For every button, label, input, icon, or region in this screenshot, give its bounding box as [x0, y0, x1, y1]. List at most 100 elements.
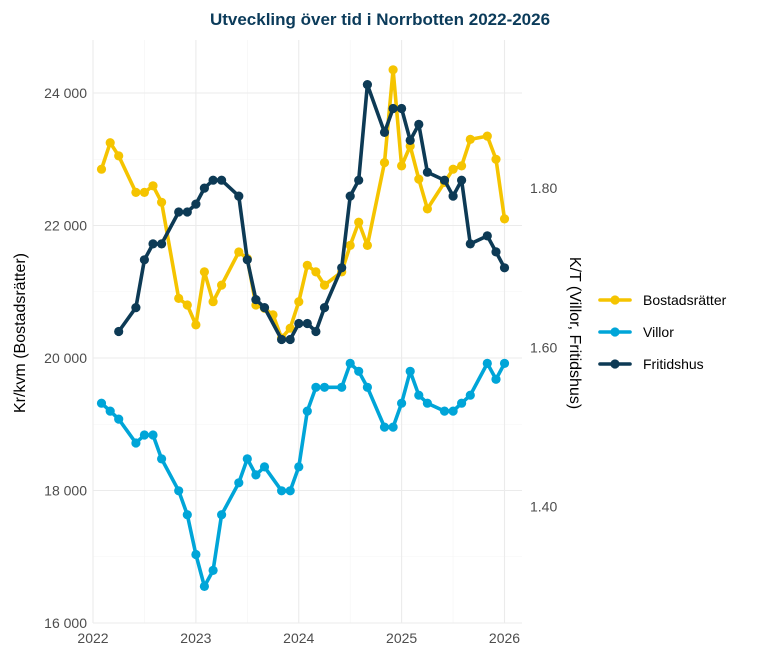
data-point-fritidshus [277, 334, 287, 345]
data-point-bostadsr-tter [354, 217, 364, 227]
x-tick-label: 2024 [283, 630, 314, 646]
data-point-bostadsr-tter [182, 300, 192, 310]
data-point-fritidshus [354, 175, 364, 185]
data-point-fritidshus [259, 303, 270, 313]
data-point-villor [242, 454, 252, 464]
data-point-villor [96, 398, 107, 408]
y-axis-left-title: Kr/kvm (Bostadsrätter) [12, 253, 29, 413]
data-point-bostadsr-tter [491, 154, 501, 164]
legend-item-fritidshus: Fritidshus [598, 356, 704, 372]
y-left-tick-label: 24 000 [44, 85, 87, 101]
data-point-villor [191, 549, 201, 560]
data-point-fritidshus [157, 239, 167, 249]
data-point-villor [379, 422, 390, 432]
data-point-fritidshus [405, 135, 415, 145]
data-point-fritidshus [148, 239, 158, 249]
y-right-tick-label: 1.40 [530, 499, 557, 515]
data-point-villor [259, 462, 270, 472]
x-tick-label: 2026 [489, 630, 520, 646]
legend-item-bostadsr-tter: Bostadsrätter [598, 292, 727, 308]
data-point-villor [182, 510, 192, 520]
data-point-villor [302, 406, 312, 416]
legend-key-point [610, 359, 620, 369]
data-point-bostadsr-tter [345, 240, 355, 250]
data-point-bostadsr-tter [105, 138, 115, 148]
data-point-fritidshus [397, 103, 407, 114]
data-point-villor [388, 422, 398, 432]
data-point-bostadsr-tter [199, 267, 209, 277]
data-point-fritidshus [337, 263, 347, 273]
data-point-bostadsr-tter [114, 151, 124, 161]
data-point-bostadsr-tter [191, 320, 201, 330]
data-point-villor [448, 406, 458, 416]
data-point-bostadsr-tter [379, 158, 390, 168]
data-point-villor [251, 470, 261, 480]
data-point-fritidshus [491, 247, 501, 257]
legend-label: Villor [643, 324, 674, 340]
legend-key-point [610, 295, 620, 305]
data-point-bostadsr-tter [362, 240, 372, 250]
data-point-fritidshus [499, 263, 510, 273]
data-point-villor [217, 510, 227, 520]
legend-label: Bostadsrätter [643, 292, 727, 308]
data-point-villor [457, 398, 467, 408]
data-point-fritidshus [345, 191, 355, 201]
data-point-fritidshus [294, 318, 304, 329]
data-point-villor [439, 406, 450, 416]
data-point-bostadsr-tter [131, 187, 141, 197]
data-point-bostadsr-tter [234, 247, 244, 257]
data-point-fritidshus [208, 175, 218, 185]
data-point-fritidshus [465, 239, 475, 249]
data-point-fritidshus [379, 127, 390, 137]
data-point-fritidshus [174, 207, 184, 217]
data-point-bostadsr-tter [148, 181, 158, 191]
data-point-bostadsr-tter [388, 65, 398, 75]
data-point-bostadsr-tter [482, 131, 492, 141]
data-point-bostadsr-tter [465, 134, 475, 144]
data-point-villor [499, 358, 510, 368]
data-point-villor [174, 486, 184, 496]
chart-title: Utveckling över tid i Norrbotten 2022-20… [210, 10, 550, 29]
legend-key-point [610, 327, 620, 337]
axis-labels: 2022 2023 2024 2025 2026 16 000 18 000 20 000 22… [44, 85, 557, 646]
data-point-fritidshus [191, 199, 201, 209]
data-point-bostadsr-tter [157, 197, 167, 207]
data-point-bostadsr-tter [285, 323, 295, 333]
data-point-fritidshus [251, 295, 261, 305]
data-point-bostadsr-tter [499, 214, 510, 224]
x-tick-label: 2023 [180, 630, 211, 646]
x-tick-label: 2025 [386, 630, 417, 646]
series-bostadsr-tter [96, 65, 510, 343]
data-point-bostadsr-tter [96, 164, 107, 174]
y-axis-right-title: K/T (Villor, Fritidshus) [566, 257, 583, 409]
data-point-villor [397, 398, 407, 408]
data-point-fritidshus [388, 103, 398, 114]
data-point-villor [208, 565, 218, 576]
y-left-tick-label: 22 000 [44, 218, 87, 234]
data-point-fritidshus [182, 207, 192, 217]
data-point-bostadsr-tter [422, 204, 432, 214]
data-point-villor [234, 478, 244, 488]
data-point-fritidshus [362, 80, 372, 90]
x-tick-label: 2022 [77, 630, 108, 646]
legend-label: Fritidshus [643, 356, 704, 372]
data-point-fritidshus [422, 167, 432, 177]
y-right-tick-label: 1.80 [530, 180, 557, 196]
data-point-bostadsr-tter [448, 164, 458, 174]
data-point-villor [422, 398, 432, 408]
data-point-fritidshus [457, 175, 467, 185]
legend-item-villor: Villor [598, 324, 674, 340]
data-point-villor [157, 454, 167, 464]
data-point-bostadsr-tter [217, 280, 227, 290]
data-point-villor [319, 382, 330, 392]
data-point-fritidshus [285, 334, 295, 345]
data-point-villor [131, 438, 141, 448]
data-point-villor [285, 486, 295, 496]
data-point-villor [294, 462, 304, 472]
data-point-bostadsr-tter [294, 297, 304, 307]
data-point-bostadsr-tter [302, 260, 312, 270]
data-point-bostadsr-tter [319, 280, 330, 290]
data-point-bostadsr-tter [414, 174, 424, 184]
data-point-villor [277, 486, 287, 496]
